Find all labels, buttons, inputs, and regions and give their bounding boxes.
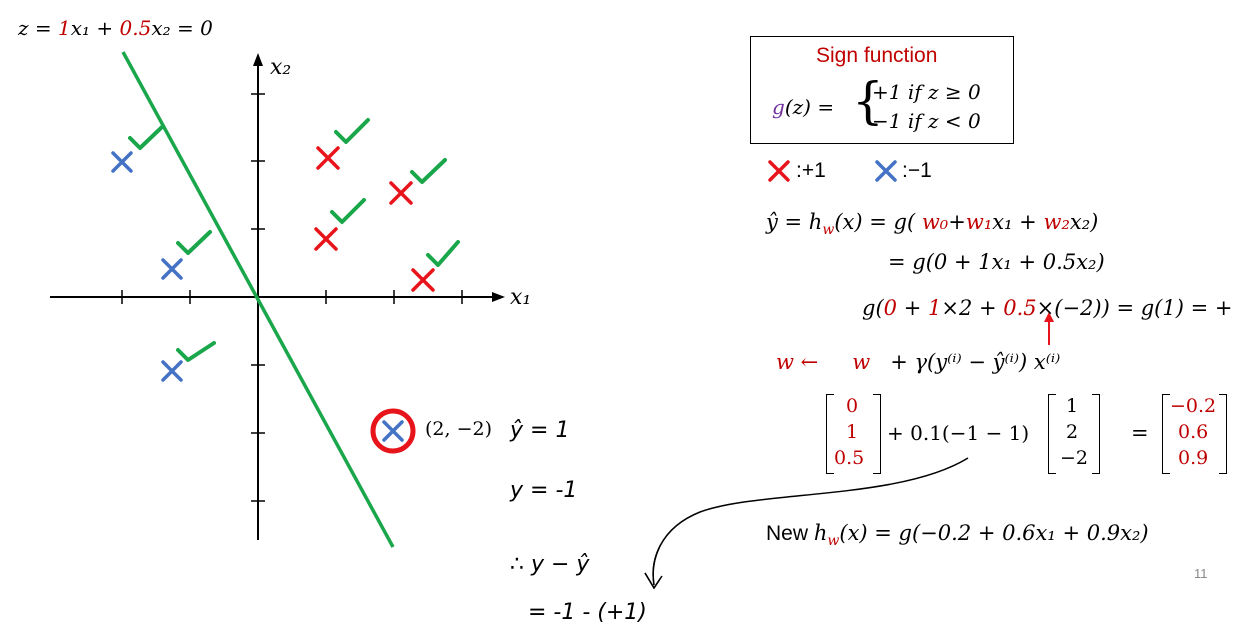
handwritten-y: y = -1 bbox=[510, 478, 578, 503]
legend-negative: :−1 bbox=[902, 159, 932, 182]
handwritten-diff: ∴ y − ŷ bbox=[510, 552, 590, 577]
sign-function-box bbox=[750, 36, 1014, 144]
sign-function-lhs: g(z) = bbox=[772, 95, 835, 119]
legend-positive: :+1 bbox=[796, 159, 826, 182]
check-icon bbox=[128, 125, 164, 150]
red-points bbox=[314, 146, 435, 292]
prediction-substituted: = g(0 + 1x₁ + 0.5x₂) bbox=[888, 250, 1105, 274]
y-ticks bbox=[251, 93, 265, 502]
blue-x-point bbox=[161, 258, 183, 280]
check-icon bbox=[330, 198, 366, 224]
check-icon bbox=[334, 118, 370, 144]
red-x-point bbox=[389, 181, 413, 205]
vector-new-bracket-left bbox=[1162, 394, 1170, 474]
blue-x-point bbox=[161, 360, 183, 382]
handwritten-result: = -1 - (+1) bbox=[528, 600, 647, 625]
vector-w-1: 1 bbox=[846, 421, 859, 443]
vector-x-2: −2 bbox=[1060, 447, 1089, 469]
vector-new-bracket-right bbox=[1219, 394, 1227, 474]
scatter-plot bbox=[50, 51, 660, 590]
vector-x-bracket-left bbox=[1048, 394, 1056, 474]
highlight-circle bbox=[370, 408, 416, 454]
x-axis-label: x₁ bbox=[510, 285, 532, 310]
check-icon bbox=[410, 158, 447, 184]
vector-x-0: 1 bbox=[1066, 395, 1079, 417]
sign-function-case2: −1 if z < 0 bbox=[872, 109, 981, 133]
sign-function-title: Sign function bbox=[816, 44, 938, 67]
sign-function-brace: { bbox=[852, 72, 884, 130]
blue-x-point-circled bbox=[382, 420, 404, 442]
blue-points bbox=[111, 151, 404, 442]
decision-line-equation: z = 1x₁ + 0.5x₂ = 0 bbox=[18, 16, 213, 40]
vector-w-bracket-right bbox=[873, 394, 881, 474]
check-icon bbox=[426, 240, 460, 267]
vector-w-0: 0 bbox=[846, 395, 859, 417]
vector-new-0: −0.2 bbox=[1170, 395, 1217, 417]
check-marks bbox=[128, 118, 460, 362]
x-axis-arrow bbox=[492, 292, 505, 302]
x-ticks bbox=[121, 290, 463, 304]
handwritten-yhat: ŷ = 1 bbox=[510, 418, 570, 443]
y-axis-arrow bbox=[253, 53, 263, 66]
vector-new-2: 0.9 bbox=[1178, 447, 1209, 469]
red-x-point bbox=[316, 146, 340, 170]
scalar-multiplier: + 0.1(−1 − 1) bbox=[887, 421, 1030, 445]
red-x-point bbox=[314, 227, 338, 251]
update-rule: w ← w + γ(y⁽ⁱ⁾ − ŷ⁽ⁱ⁾) x⁽ⁱ⁾ bbox=[776, 350, 1061, 374]
sign-function-case1: +1 if z ≥ 0 bbox=[872, 80, 981, 104]
prediction-evaluated: g(0 + 1×2 + 0.5×(−2)) = g(1) = + bbox=[862, 296, 1233, 320]
check-icon bbox=[176, 341, 216, 362]
vector-x-1: 2 bbox=[1066, 421, 1079, 443]
y-axis-label: x₂ bbox=[270, 55, 292, 80]
page-number: 11 bbox=[1194, 566, 1208, 581]
prediction-equation: ŷ = hw(x) = g( w₀+w₁x₁ + w₂x₂) bbox=[766, 210, 1099, 239]
legend-icons bbox=[768, 160, 897, 182]
decision-boundary-line bbox=[121, 51, 395, 548]
equals-sign: = bbox=[1131, 421, 1149, 445]
circled-point-coordinate: (2, −2) bbox=[425, 418, 493, 440]
vector-new-1: 0.6 bbox=[1178, 421, 1209, 443]
check-icon bbox=[176, 230, 212, 255]
blue-x-point bbox=[111, 151, 133, 173]
new-hypothesis: New hw(x) = g(−0.2 + 0.6x₁ + 0.9x₂) bbox=[766, 521, 1149, 550]
vector-w-2: 0.5 bbox=[834, 447, 865, 469]
vector-x-bracket-right bbox=[1092, 394, 1100, 474]
vector-w-bracket-left bbox=[826, 394, 834, 474]
red-x-point bbox=[411, 268, 435, 292]
